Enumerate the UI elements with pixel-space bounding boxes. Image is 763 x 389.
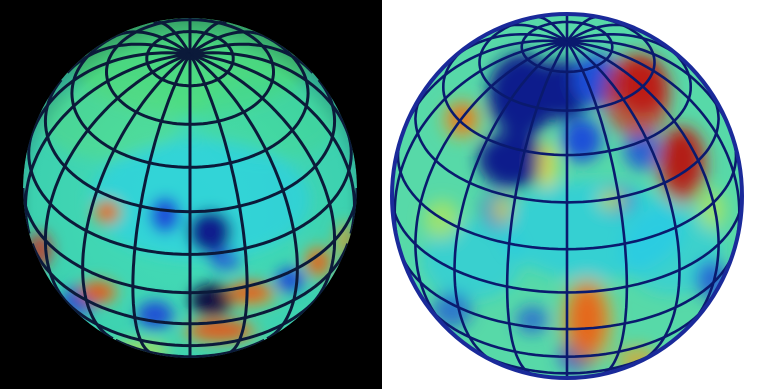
longitude-line bbox=[66, 42, 191, 74]
longitude-line bbox=[189, 52, 337, 305]
longitude-line bbox=[81, 52, 191, 340]
left-latitude-longitude-grid bbox=[23, 18, 357, 358]
right-globe-rim bbox=[390, 12, 744, 380]
longitude-line bbox=[24, 52, 191, 234]
longitude-line bbox=[505, 40, 569, 376]
longitude-line bbox=[189, 52, 299, 340]
left-globe bbox=[23, 18, 357, 358]
longitude-line bbox=[189, 51, 353, 143]
longitude-line bbox=[112, 30, 191, 56]
left-stellar-map-panel bbox=[0, 0, 382, 389]
longitude-line bbox=[453, 40, 568, 363]
longitude-line bbox=[393, 40, 568, 255]
longitude-line bbox=[188, 53, 249, 356]
right-globe bbox=[390, 12, 744, 380]
right-latitude-longitude-grid bbox=[392, 14, 742, 378]
longitude-line bbox=[43, 52, 191, 305]
longitude-line bbox=[189, 30, 268, 56]
longitude-line bbox=[189, 52, 356, 234]
longitude-line bbox=[153, 20, 192, 55]
longitude-line bbox=[565, 40, 629, 376]
longitude-line bbox=[566, 40, 681, 363]
right-stellar-map-panel bbox=[382, 0, 763, 389]
longitude-line bbox=[188, 20, 227, 55]
longitude-line bbox=[566, 40, 720, 330]
longitude-line bbox=[566, 40, 741, 255]
longitude-line bbox=[414, 40, 568, 330]
longitude-line bbox=[131, 53, 192, 356]
longitude-line bbox=[189, 42, 314, 74]
longitude-line bbox=[27, 51, 191, 143]
